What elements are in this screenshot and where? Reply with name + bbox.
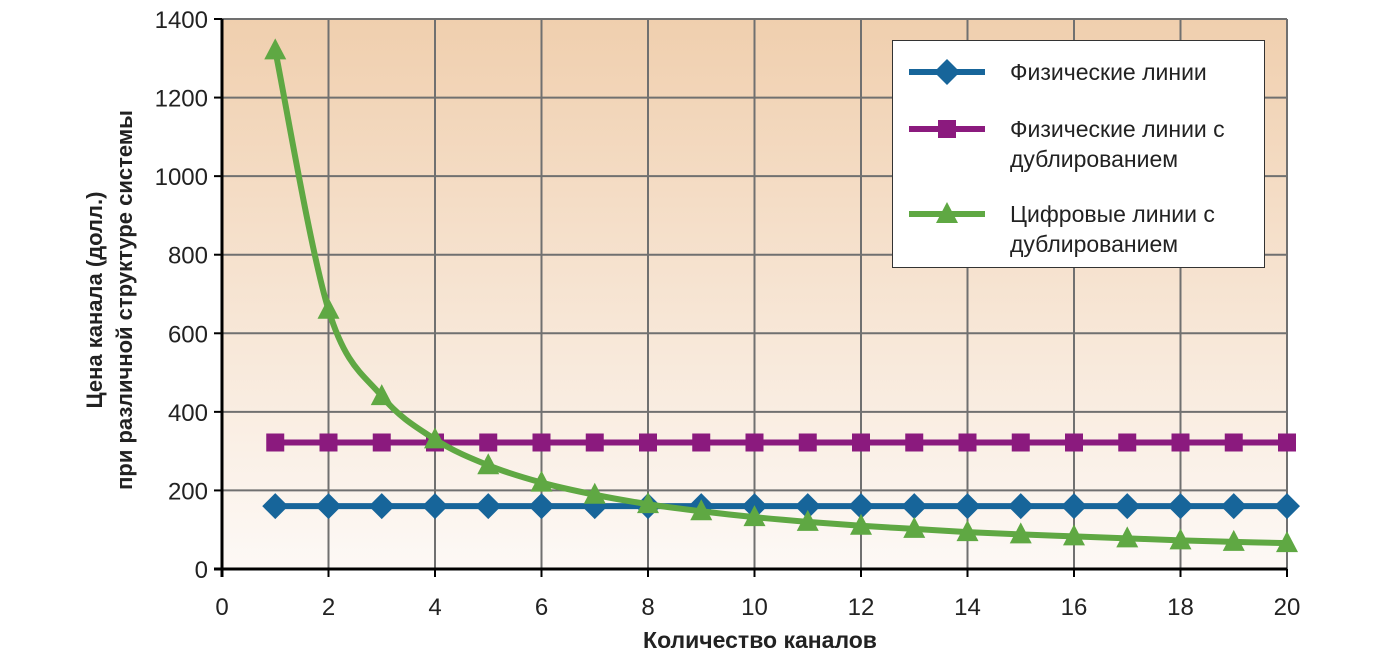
- legend-swatch: [909, 202, 985, 223]
- marker: [745, 433, 764, 452]
- y-tick-label: 800: [168, 243, 208, 270]
- marker: [422, 493, 448, 520]
- marker: [743, 505, 766, 527]
- x-tick-label: 16: [1061, 594, 1088, 621]
- marker: [905, 433, 924, 452]
- marker: [690, 499, 713, 521]
- y-tick-label: 1200: [155, 86, 208, 113]
- marker: [585, 433, 604, 452]
- y-tick-label: 0: [195, 557, 208, 584]
- marker: [796, 509, 819, 531]
- marker: [1276, 531, 1298, 553]
- marker: [1167, 493, 1194, 520]
- x-axis-label: Количество каналов: [643, 627, 877, 653]
- marker: [848, 493, 874, 520]
- y-tick-label: 600: [168, 321, 208, 348]
- legend-label: Физические линии с дублированием: [1010, 116, 1225, 172]
- marker: [368, 493, 395, 520]
- x-tick-label: 2: [322, 594, 335, 621]
- marker: [956, 520, 979, 542]
- marker: [1222, 529, 1245, 551]
- marker: [903, 516, 926, 538]
- marker: [477, 453, 500, 475]
- marker: [315, 493, 342, 520]
- y-axis-label: Цена канала (долл.): [82, 192, 107, 409]
- marker: [583, 482, 606, 504]
- y-axis-label: при различной структуре системы: [112, 110, 137, 490]
- y-tick-label: 200: [168, 478, 208, 505]
- legend-swatch: [909, 59, 985, 85]
- y-tick-label: 1400: [155, 7, 208, 34]
- marker: [938, 120, 956, 138]
- marker: [692, 433, 711, 452]
- x-tick-label: 8: [641, 594, 654, 621]
- x-tick-label: 20: [1274, 594, 1301, 621]
- marker: [850, 513, 872, 535]
- x-tick-label: 6: [535, 594, 548, 621]
- marker: [317, 297, 340, 319]
- x-tick-label: 14: [954, 594, 981, 621]
- x-tick-label: 12: [848, 594, 875, 621]
- marker: [798, 433, 817, 452]
- marker: [262, 493, 289, 520]
- marker: [264, 38, 287, 60]
- x-tick-label: 18: [1167, 594, 1194, 621]
- legend-swatch: [909, 120, 985, 138]
- marker: [1220, 493, 1247, 520]
- marker: [1171, 433, 1190, 452]
- marker: [1011, 433, 1030, 452]
- marker: [637, 492, 659, 514]
- marker: [372, 433, 391, 452]
- marker: [1061, 493, 1087, 520]
- x-tick-label: 4: [428, 594, 441, 621]
- legend: Физические линии Физические линии с дубли…: [892, 40, 1265, 268]
- x-tick-label: 10: [741, 594, 768, 621]
- x-tick-label: 0: [215, 594, 228, 621]
- marker: [1274, 493, 1300, 520]
- marker: [1118, 433, 1137, 452]
- marker: [424, 427, 446, 449]
- marker: [639, 433, 657, 452]
- marker: [532, 433, 551, 452]
- marker: [530, 470, 553, 492]
- marker: [370, 384, 393, 406]
- marker: [794, 493, 821, 520]
- marker: [1224, 433, 1243, 452]
- y-tick-label: 400: [168, 400, 208, 427]
- marker: [1169, 528, 1192, 550]
- marker: [954, 493, 981, 520]
- marker: [1007, 493, 1034, 520]
- y-tick-label: 1000: [155, 164, 208, 191]
- marker: [1009, 522, 1032, 544]
- legend-label: Физические линии: [1010, 59, 1207, 85]
- marker: [936, 202, 958, 223]
- marker: [958, 433, 977, 452]
- marker: [1065, 433, 1083, 452]
- marker: [266, 433, 285, 452]
- marker: [1116, 526, 1139, 548]
- marker: [319, 433, 338, 452]
- marker: [1114, 493, 1141, 520]
- marker: [901, 493, 928, 520]
- marker: [475, 493, 502, 520]
- legend-label: Цифровые линии с дублированием: [1010, 201, 1215, 257]
- marker: [1278, 433, 1296, 452]
- marker: [934, 59, 960, 85]
- marker: [852, 433, 870, 452]
- marker: [1063, 524, 1085, 546]
- marker: [528, 493, 555, 520]
- marker: [479, 433, 498, 452]
